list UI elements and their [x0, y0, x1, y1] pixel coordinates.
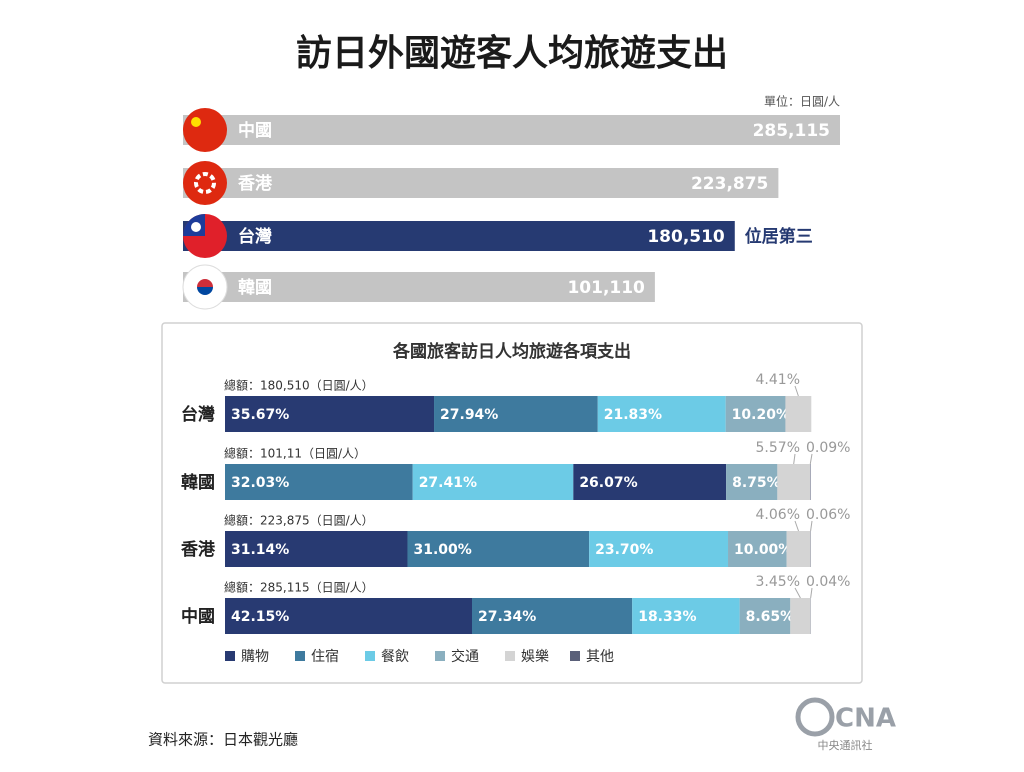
segment-label: 4.41%: [756, 372, 800, 388]
segment-label: 27.94%: [440, 407, 498, 423]
segment-label: 42.15%: [231, 609, 289, 625]
legend-label: 餐飲: [381, 649, 409, 665]
legend-label: 購物: [241, 649, 269, 665]
segment: [790, 598, 810, 634]
category-label: 韓國: [238, 277, 272, 298]
legend-label: 住宿: [311, 648, 339, 665]
flag-china: [183, 108, 227, 152]
segment-label: 0.06%: [806, 507, 850, 523]
logo: CNA: [835, 704, 896, 734]
legend-label: 其他: [586, 649, 614, 665]
category-label: 韓國: [181, 472, 215, 493]
category-label: 台灣: [181, 404, 215, 425]
segment-label: 35.67%: [231, 407, 289, 423]
segment: [810, 464, 811, 500]
value-label: 180,510: [647, 227, 725, 247]
total-label: 總額：223,875（日圓/人）: [224, 513, 374, 528]
bar: [183, 115, 840, 145]
legend-swatch: [295, 651, 305, 661]
segment-label: 27.34%: [478, 609, 536, 625]
flag-hk: [183, 161, 227, 205]
category-label: 中國: [238, 120, 272, 141]
flag-star: [191, 117, 201, 127]
total-label: 總額：285,115（日圓/人）: [224, 580, 374, 595]
category-label: 中國: [181, 606, 215, 627]
segment-label: 27.41%: [419, 475, 477, 491]
legend-swatch: [570, 651, 580, 661]
segment-label: 3.45%: [756, 574, 800, 590]
segment-label: 21.83%: [604, 407, 662, 423]
total-label: 總額：101,11（日圓/人）: [224, 446, 366, 461]
category-label: 香港: [181, 539, 216, 560]
title: 訪日外國遊客人均旅遊支出: [296, 33, 728, 74]
bar: [183, 168, 778, 198]
legend-swatch: [225, 651, 235, 661]
segment-label: 0.04%: [806, 574, 850, 590]
segment: [787, 531, 811, 567]
value-label: 223,875: [691, 174, 768, 194]
value-label: 285,115: [753, 121, 830, 141]
legend-swatch: [435, 651, 445, 661]
legend-swatch: [365, 651, 375, 661]
annotation: 位居第三: [745, 226, 813, 247]
legend-label: 交通: [451, 648, 479, 665]
logo-subtitle: 中央通訊社: [818, 738, 873, 752]
category-label: 香港: [238, 173, 273, 194]
segment-label: 26.07%: [579, 475, 637, 491]
unit-label: 單位：日圓/人: [764, 94, 840, 109]
legend-swatch: [505, 651, 515, 661]
segment-label: 23.70%: [595, 542, 653, 558]
segment-label: 8.65%: [746, 609, 795, 625]
value-label: 101,110: [567, 278, 645, 298]
segment-label: 31.14%: [231, 542, 289, 558]
total-label: 總額：180,510（日圓/人）: [224, 378, 374, 393]
source: 資料來源：日本觀光廳: [148, 731, 298, 749]
legend-label: 娛樂: [521, 648, 549, 665]
category-label: 台灣: [238, 226, 272, 247]
segment: [777, 464, 810, 500]
segment-label: 8.75%: [732, 475, 781, 491]
segment: [785, 396, 811, 432]
segment-label: 18.33%: [638, 609, 696, 625]
segment-label: 10.20%: [732, 407, 790, 423]
segment-label: 31.00%: [413, 542, 471, 558]
segment-label: 0.09%: [806, 440, 850, 456]
subtitle: 各國旅客訪日人均旅遊各項支出: [392, 341, 631, 362]
segment-label: 4.06%: [756, 507, 800, 523]
flag-sun: [191, 222, 201, 232]
segment-label: 10.00%: [734, 542, 792, 558]
segment-label: 5.57%: [756, 440, 800, 456]
segment-label: 32.03%: [231, 475, 289, 491]
